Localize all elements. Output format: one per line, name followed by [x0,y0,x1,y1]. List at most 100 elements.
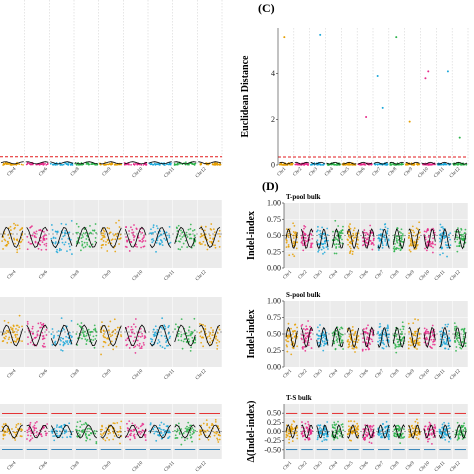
x-tick-label: Chr7 [374,369,385,380]
x-tick-label: Chr9 [405,369,416,380]
data-point [308,438,311,441]
data-point [455,338,458,340]
data-point [456,421,459,424]
data-point [132,234,135,237]
data-point [361,348,364,351]
data-point [407,428,410,431]
data-point [90,232,93,235]
data-point [89,246,92,248]
data-point [459,346,462,349]
data-point [393,435,396,438]
data-point [134,245,137,248]
data-point [302,347,304,350]
data-point [120,420,123,423]
data-point [130,328,132,331]
data-point [207,438,210,441]
trend-line [438,424,452,439]
data-point [341,232,344,235]
data-point [15,424,18,426]
data-point [183,439,186,442]
trend-line [173,161,197,165]
data-point [335,339,338,342]
data-point [190,346,192,349]
data-point [278,163,281,166]
data-point [443,163,445,166]
data-point [193,229,196,231]
data-point [68,231,71,234]
data-point [84,421,87,424]
trend-line [346,229,360,250]
data-point [19,241,22,244]
data-point [142,341,145,344]
data-point [356,245,359,248]
data-point [96,163,99,166]
data-point [16,239,19,242]
data-point [216,162,218,165]
data-point [17,329,19,332]
data-point [432,334,435,337]
data-point [285,424,288,427]
data-point [125,339,127,342]
data-point [81,243,84,246]
data-point [4,434,6,436]
data-point [372,244,375,246]
data-point [131,422,134,425]
data-point [441,226,444,228]
data-point [209,228,212,230]
data-point [176,230,179,232]
data-point [94,240,97,243]
data-point [457,334,460,337]
data-point [43,231,45,233]
data-point [181,246,183,248]
data-point [94,338,97,340]
data-point [338,231,341,233]
data-point [141,335,144,337]
data-point [81,337,83,340]
x-tick-label: Chr8 [70,461,81,472]
trend-line [439,228,451,249]
data-point [285,436,288,439]
data-point [417,438,420,440]
data-point [62,235,65,238]
data-point [175,437,178,439]
data-point [45,164,48,166]
y-tick-label: 0.00 [267,264,281,273]
trend-line [408,326,421,348]
x-tick-label: Chr6 [38,167,49,178]
data-point [33,429,36,432]
data-point [102,330,105,332]
data-point [180,428,183,430]
data-point [114,163,116,165]
data-point [141,422,144,425]
data-point [305,427,308,430]
data-point [74,162,76,165]
data-point [288,228,291,230]
data-point [181,236,184,238]
data-point [304,226,307,228]
data-point [17,338,19,341]
data-point [29,421,32,424]
data-point [189,434,192,437]
data-point [287,334,289,337]
data-point [152,224,155,227]
data-point [380,429,383,431]
data-point [60,349,62,351]
data-point [89,224,91,227]
data-point [140,431,143,434]
data-point [45,248,48,251]
data-point [432,237,434,240]
data-point [133,346,135,349]
data-point [307,423,310,426]
data-point [113,318,116,321]
trend-line [454,229,467,250]
data-point [111,162,114,165]
data-point [440,226,443,229]
data-point [93,324,96,327]
x-tick-label: Chr9 [405,270,416,281]
data-point [169,163,172,166]
data-point [413,163,416,166]
data-point [116,422,119,424]
data-point [69,238,72,241]
data-point [194,339,197,341]
data-point [304,239,307,242]
